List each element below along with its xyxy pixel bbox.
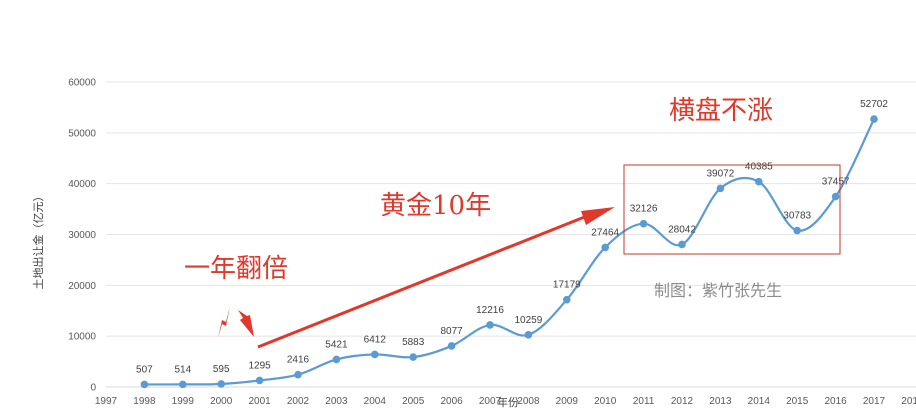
x-tick-label: 2006 bbox=[440, 396, 463, 407]
x-axis-ticks: 1997 1998 1999 2000 2001 2002 2003 2004 2005 2006… bbox=[95, 396, 916, 407]
data-point bbox=[563, 295, 571, 304]
data-point bbox=[332, 355, 341, 364]
data-point bbox=[140, 380, 149, 389]
x-tick-label: 2015 bbox=[786, 396, 809, 407]
x-tick-label: 1998 bbox=[133, 396, 156, 407]
data-label: 2416 bbox=[287, 355, 310, 366]
data-label: 28042 bbox=[668, 224, 696, 235]
y-tick-label: 20000 bbox=[68, 281, 96, 292]
data-point bbox=[716, 184, 725, 193]
y-tick-label: 0 bbox=[90, 383, 96, 394]
data-label: 30783 bbox=[783, 211, 811, 222]
annotation-flat: 横盘不涨 bbox=[669, 96, 773, 126]
data-point bbox=[601, 243, 609, 252]
x-tick-label: 2016 bbox=[824, 396, 847, 407]
data-point bbox=[217, 380, 225, 388]
data-label: 6412 bbox=[364, 334, 387, 345]
data-point bbox=[793, 226, 801, 235]
data-point bbox=[831, 192, 840, 201]
data-point bbox=[371, 350, 379, 359]
x-tick-label: 2003 bbox=[325, 396, 348, 407]
data-point bbox=[639, 219, 648, 228]
data-point bbox=[179, 380, 187, 389]
annotation-golden: 黄金10年 bbox=[380, 191, 491, 221]
x-tick-label: 2002 bbox=[287, 396, 310, 407]
y-tick-label: 30000 bbox=[68, 230, 96, 241]
x-tick-label: 2001 bbox=[248, 396, 271, 407]
golden-decade-arrow bbox=[257, 207, 615, 349]
data-label: 8077 bbox=[440, 326, 463, 337]
credit-text: 制图：紫竹张先生 bbox=[654, 281, 782, 300]
small-arrow-left bbox=[218, 306, 230, 338]
x-tick-label: 2007 bbox=[479, 396, 502, 407]
y-axis-ticks: 0 10000 20000 30000 40000 50000 60000 bbox=[68, 78, 96, 394]
data-label: 39072 bbox=[706, 168, 734, 179]
data-point bbox=[294, 370, 302, 379]
data-label: 12216 bbox=[476, 305, 504, 316]
data-point bbox=[255, 376, 264, 385]
data-label: 514 bbox=[174, 364, 191, 375]
y-axis-title: 土地出让金（亿元） bbox=[31, 191, 45, 290]
flat-period-box bbox=[623, 164, 841, 255]
data-point bbox=[524, 331, 533, 339]
x-tick-label: 2018 bbox=[901, 396, 916, 407]
x-tick-label: 2014 bbox=[748, 396, 771, 407]
data-point bbox=[447, 342, 456, 350]
x-tick-label: 2009 bbox=[556, 396, 579, 407]
data-label: 10259 bbox=[514, 315, 542, 326]
y-tick-label: 50000 bbox=[68, 128, 96, 139]
x-tick-label: 2004 bbox=[364, 396, 387, 407]
data-point bbox=[486, 321, 494, 329]
data-label: 1295 bbox=[248, 360, 271, 371]
series-points bbox=[140, 115, 878, 389]
data-label: 17179 bbox=[553, 280, 581, 291]
data-labels: 507 514 595 1295 2416 5421 6412 5883 8077 12216 10… bbox=[136, 99, 888, 375]
data-label: 507 bbox=[136, 364, 153, 375]
y-tick-label: 40000 bbox=[68, 179, 96, 190]
y-tick-label: 60000 bbox=[68, 78, 96, 89]
data-point bbox=[755, 177, 763, 186]
data-label: 32126 bbox=[630, 204, 658, 215]
data-label: 37457 bbox=[822, 177, 850, 188]
grid-lines bbox=[106, 81, 916, 337]
data-label: 52702 bbox=[860, 99, 888, 110]
x-axis-title: 年份 bbox=[497, 395, 519, 409]
data-label: 40385 bbox=[745, 162, 773, 173]
data-point bbox=[870, 115, 878, 123]
x-tick-label: 2010 bbox=[594, 396, 617, 407]
x-tick-label: 1997 bbox=[95, 396, 118, 407]
data-label: 27464 bbox=[591, 227, 619, 238]
small-arrow-right bbox=[238, 310, 254, 337]
data-label: 5421 bbox=[325, 339, 348, 350]
x-tick-label: 2005 bbox=[402, 396, 425, 407]
annotation-double: 一年翻倍 bbox=[184, 254, 288, 284]
data-label: 595 bbox=[213, 364, 230, 375]
x-tick-label: 2013 bbox=[709, 396, 732, 407]
y-tick-label: 10000 bbox=[68, 332, 96, 343]
x-tick-label: 2017 bbox=[863, 396, 886, 407]
data-label: 5883 bbox=[402, 337, 425, 348]
series-line bbox=[144, 118, 875, 386]
x-tick-label: 2011 bbox=[633, 396, 655, 407]
x-tick-label: 1999 bbox=[172, 396, 195, 407]
data-point bbox=[678, 240, 686, 249]
x-tick-label: 2008 bbox=[517, 396, 540, 407]
x-tick-label: 2000 bbox=[210, 396, 233, 407]
x-tick-label: 2012 bbox=[671, 396, 694, 407]
data-point bbox=[409, 353, 418, 361]
